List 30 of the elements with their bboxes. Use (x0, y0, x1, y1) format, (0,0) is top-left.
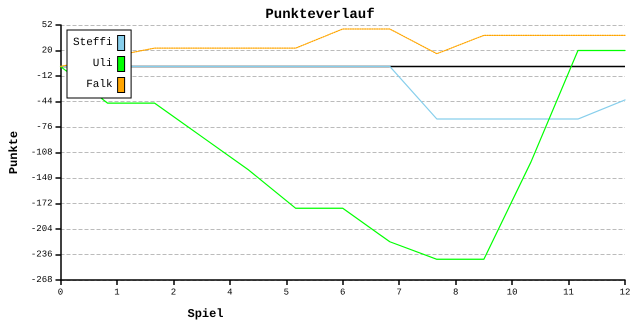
legend-label: Steffi (72, 37, 113, 49)
y-tick-label: -268 (30, 275, 53, 285)
x-axis-title: Spiel (187, 307, 224, 320)
x-tick-label: 6 (340, 288, 346, 298)
y-tick-label: -140 (30, 173, 53, 183)
y-tick-label: -44 (36, 96, 53, 106)
x-tick-label: 7 (396, 288, 402, 298)
x-tick-label: 11 (563, 288, 574, 298)
y-axis-title: Punkte (7, 130, 21, 174)
legend-label: Uli (92, 58, 113, 70)
line-series (60, 50, 626, 260)
x-tick-label: 10 (506, 288, 518, 298)
y-tick-label: -204 (30, 224, 53, 234)
y-tick-label: 20 (42, 46, 53, 56)
x-tick-label: 5 (284, 288, 290, 298)
y-tick-label: -172 (30, 198, 53, 208)
y-tick-label: -76 (36, 122, 53, 132)
chart-title: Punkteverlauf (265, 7, 375, 23)
legend-label: Falk (86, 79, 114, 91)
x-tick-label: 2 (170, 288, 176, 298)
y-tick-label: 52 (42, 20, 53, 30)
y-tick-label: -236 (30, 250, 53, 260)
line-series (60, 28, 626, 68)
x-tick-label: 0 (58, 288, 64, 298)
y-tick-label: -108 (30, 148, 53, 158)
x-tick-label: 8 (452, 288, 458, 298)
x-tick-label: 4 (227, 288, 233, 298)
x-tick-label: 12 (620, 288, 630, 298)
x-tick-label: 1 (114, 288, 120, 298)
y-tick-label: -12 (36, 71, 53, 81)
